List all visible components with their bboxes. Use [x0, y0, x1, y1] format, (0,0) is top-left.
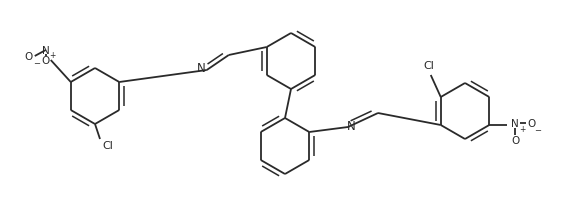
Text: Cl: Cl: [103, 140, 113, 150]
Text: N: N: [347, 119, 355, 132]
Text: N: N: [196, 61, 205, 74]
Text: O: O: [511, 135, 520, 145]
Text: Cl: Cl: [423, 61, 434, 71]
Text: −: −: [534, 126, 541, 135]
Text: +: +: [50, 51, 56, 60]
Text: O: O: [41, 56, 50, 66]
Text: N: N: [42, 46, 50, 56]
Text: O: O: [25, 52, 33, 62]
Text: O: O: [527, 118, 535, 128]
Text: +: +: [519, 125, 525, 134]
Text: −: −: [33, 59, 40, 68]
Text: N: N: [511, 118, 519, 128]
